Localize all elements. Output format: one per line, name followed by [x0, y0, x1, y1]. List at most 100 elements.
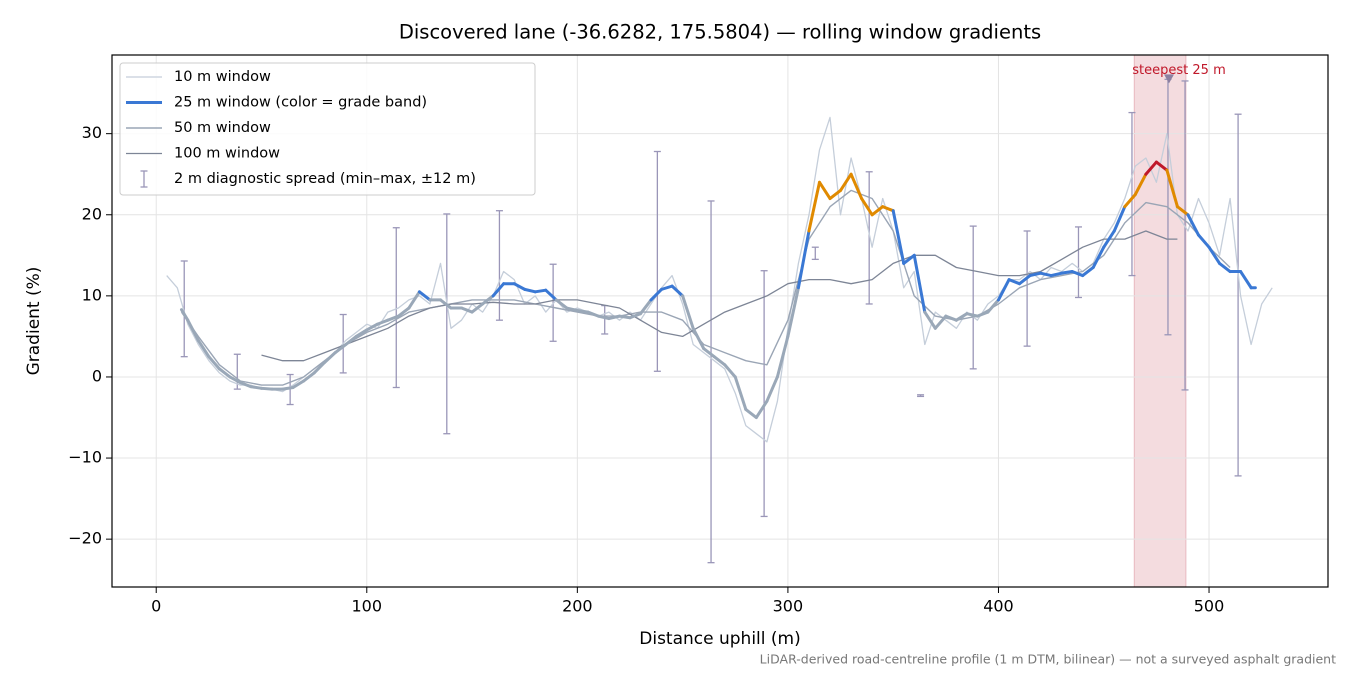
line-segment: [839, 172, 853, 192]
x-tick-label: 400: [983, 597, 1014, 616]
legend-label: 25 m window (color = grade band): [174, 95, 427, 111]
line-segment: [228, 375, 242, 385]
line-segment: [179, 308, 190, 322]
line-segment: [386, 314, 400, 322]
line-segment: [1039, 271, 1053, 278]
line-segment: [365, 322, 379, 332]
line-segment: [702, 347, 716, 359]
line-segment: [860, 197, 874, 217]
y-axis-label: Gradient (%): [24, 267, 44, 376]
line-segment: [217, 367, 232, 379]
error-bar: [443, 213, 451, 435]
line-segment: [565, 306, 579, 312]
series-line: [261, 230, 1178, 362]
line-segment: [281, 386, 295, 391]
footnote: LiDAR-derived road-centreline profile (1…: [760, 652, 1336, 667]
line-segment: [691, 326, 706, 351]
line-segment: [302, 371, 316, 383]
line-segment: [912, 253, 927, 314]
x-tick-label: 0: [151, 597, 161, 616]
line-segment: [207, 355, 221, 371]
line-segment: [554, 298, 569, 310]
line-segment: [902, 253, 916, 265]
error-bar: [601, 304, 609, 335]
line-segment: [1070, 270, 1085, 278]
line-segment: [575, 308, 590, 314]
plot-area: [112, 54, 1328, 588]
line-segment: [617, 314, 632, 320]
error-bar: [1074, 226, 1082, 299]
line-segment: [596, 314, 611, 321]
line-segment: [723, 363, 737, 379]
error-bar: [969, 225, 977, 370]
line-segment: [312, 360, 327, 375]
line-segment: [849, 172, 864, 201]
y-tick-label: 20: [82, 204, 102, 223]
x-tick-label: 200: [562, 597, 593, 616]
line-segment: [670, 284, 685, 298]
line-segment: [586, 310, 600, 318]
line-segment: [1007, 278, 1022, 286]
annotation-marker: [1164, 74, 1175, 84]
error-bar: [865, 171, 873, 305]
line-segment: [1102, 229, 1116, 249]
line-segment: [291, 379, 306, 389]
line-segment: [1239, 270, 1253, 290]
line-segment: [470, 302, 485, 314]
y-tick-label: 30: [82, 123, 102, 142]
line-segment: [249, 385, 263, 390]
line-segment: [1123, 192, 1137, 209]
line-segment: [660, 284, 674, 291]
line-segment: [817, 180, 832, 201]
y-tick-label: −10: [68, 448, 102, 467]
line-segment: [881, 205, 895, 213]
line-segment: [481, 294, 495, 306]
line-segment: [954, 312, 969, 322]
y-tick-label: 0: [92, 366, 102, 385]
error-bar: [811, 246, 819, 261]
line-segment: [491, 282, 506, 298]
line-segment: [681, 294, 695, 330]
line-segment: [1186, 213, 1201, 237]
line-segment: [1049, 271, 1064, 278]
line-segment: [933, 314, 948, 330]
error-bar: [1128, 111, 1136, 277]
series-line: [180, 189, 1231, 386]
x-tick-label: 100: [352, 597, 383, 616]
line-segment: [460, 306, 474, 314]
line-segment: [944, 314, 958, 322]
line-segment: [333, 343, 348, 355]
x-axis-label: Distance uphill (m): [639, 629, 800, 649]
legend: 10 m window 25 m window (color = grade ba…: [119, 62, 536, 196]
line-segment: [607, 314, 621, 321]
line-segment: [196, 338, 211, 359]
line-segment: [407, 290, 421, 310]
line-segment: [1112, 205, 1127, 233]
error-bar: [1023, 230, 1031, 347]
line-segment: [238, 381, 253, 389]
plot-frame: [111, 54, 1329, 588]
line-segment: [396, 306, 411, 318]
line-segment: [533, 288, 548, 294]
annotation-text: steepest 25 m: [1132, 63, 1225, 78]
line-segment: [1197, 233, 1211, 249]
error-bar: [653, 150, 661, 372]
line-segment: [1081, 265, 1095, 278]
line-segment: [1028, 271, 1043, 278]
line-segment: [544, 288, 558, 302]
line-segment: [1218, 261, 1232, 274]
line-segment: [975, 310, 990, 318]
line-segment: [796, 229, 811, 290]
error-bar: [286, 373, 294, 406]
line-segment: [744, 407, 758, 420]
legend-label: 100 m window: [174, 146, 280, 162]
error-bar: [392, 227, 400, 389]
line-segment: [965, 312, 979, 318]
line-segment: [1018, 274, 1032, 286]
line-segment: [323, 351, 337, 364]
line-segment: [1207, 245, 1222, 265]
error-bar: [760, 270, 768, 518]
error-bar: [180, 260, 188, 358]
error-bar: [1234, 113, 1242, 477]
